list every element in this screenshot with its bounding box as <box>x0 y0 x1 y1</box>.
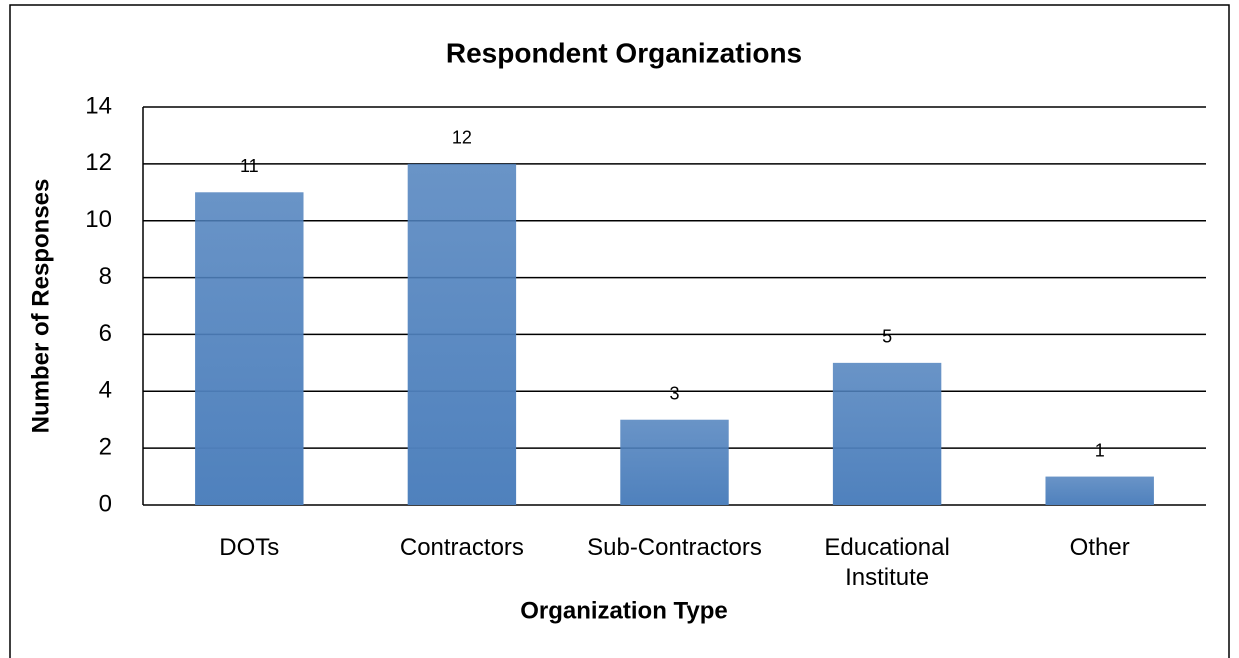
bar <box>620 419 729 505</box>
frame <box>9 4 1230 658</box>
x-tick-label: Educational Institute <box>824 534 950 591</box>
x-tick-label: Sub-Contractors <box>587 534 762 561</box>
x-axis-label: Organization Type <box>520 597 728 624</box>
y-tick-label: 2 <box>99 433 112 460</box>
chart-title: Respondent Organizations <box>446 37 802 68</box>
y-tick-label: 4 <box>99 377 112 404</box>
data-label: 5 <box>882 327 892 347</box>
y-tick-label: 10 <box>85 206 112 233</box>
y-tick-label: 12 <box>85 149 112 176</box>
x-tick-label: Other <box>1069 534 1130 561</box>
y-tick-label: 0 <box>99 490 112 517</box>
y-tick-label: 14 <box>85 92 112 119</box>
y-tick-label: 6 <box>99 320 112 347</box>
x-tick-label: DOTs <box>219 534 280 561</box>
y-axis-label: Number of Responses <box>27 179 54 434</box>
bar <box>407 163 517 505</box>
data-label: 11 <box>240 156 259 176</box>
data-label: 3 <box>669 383 679 403</box>
y-tick-label: 8 <box>99 263 112 290</box>
data-label: 1 <box>1095 440 1105 460</box>
data-label: 12 <box>452 128 472 148</box>
bar <box>195 192 304 506</box>
bar <box>832 362 942 505</box>
bar <box>1045 476 1154 505</box>
x-tick-label: Contractors <box>399 534 524 561</box>
